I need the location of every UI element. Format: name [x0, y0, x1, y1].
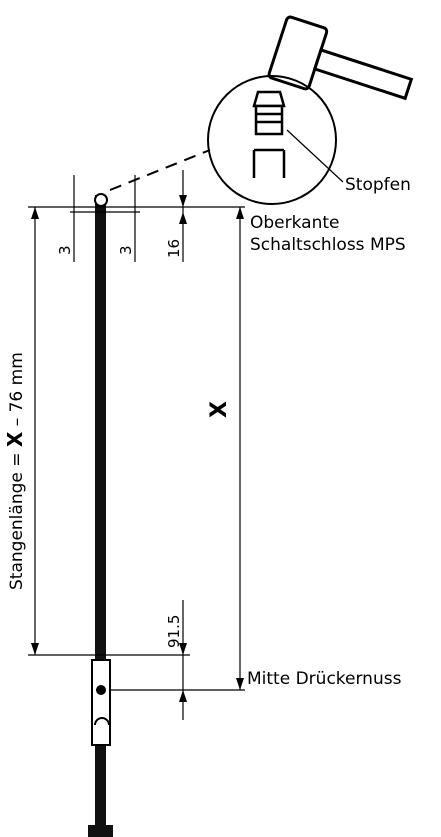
rod-length-variable: X [3, 431, 27, 447]
rod-length-suffix: – 76 mm [7, 352, 27, 431]
rod [95, 195, 106, 825]
rod-foot [88, 825, 113, 837]
rod-length-label: Stangenlänge = X – 76 mm [3, 352, 27, 590]
schaltschloss-label: Schaltschloss MPS [250, 235, 406, 255]
x-label: X [207, 401, 232, 418]
stopfen-leader [286, 129, 344, 183]
lock-nut [96, 685, 106, 695]
detail-circle [207, 75, 337, 205]
stopfen-detail [252, 90, 286, 178]
mitte-label: Mitte Drückernuss [247, 669, 402, 689]
dim-right-gap: 3 [117, 245, 135, 255]
oberkante-label: Oberkante [250, 213, 339, 233]
rod-top [94, 193, 108, 207]
dim-left-gap: 3 [56, 245, 74, 255]
dim-top-offset: 16 [165, 239, 183, 258]
hammer [267, 15, 414, 101]
lock-detail [94, 717, 110, 726]
detail-leader [109, 149, 211, 191]
arrows [31, 195, 244, 702]
dimension-lines [28, 170, 245, 720]
dim-bottom-offset: 91.5 [165, 615, 183, 648]
lock-case [91, 659, 111, 746]
rod-length-prefix: Stangenlänge = [7, 447, 27, 590]
stopfen-label: Stopfen [345, 175, 411, 195]
